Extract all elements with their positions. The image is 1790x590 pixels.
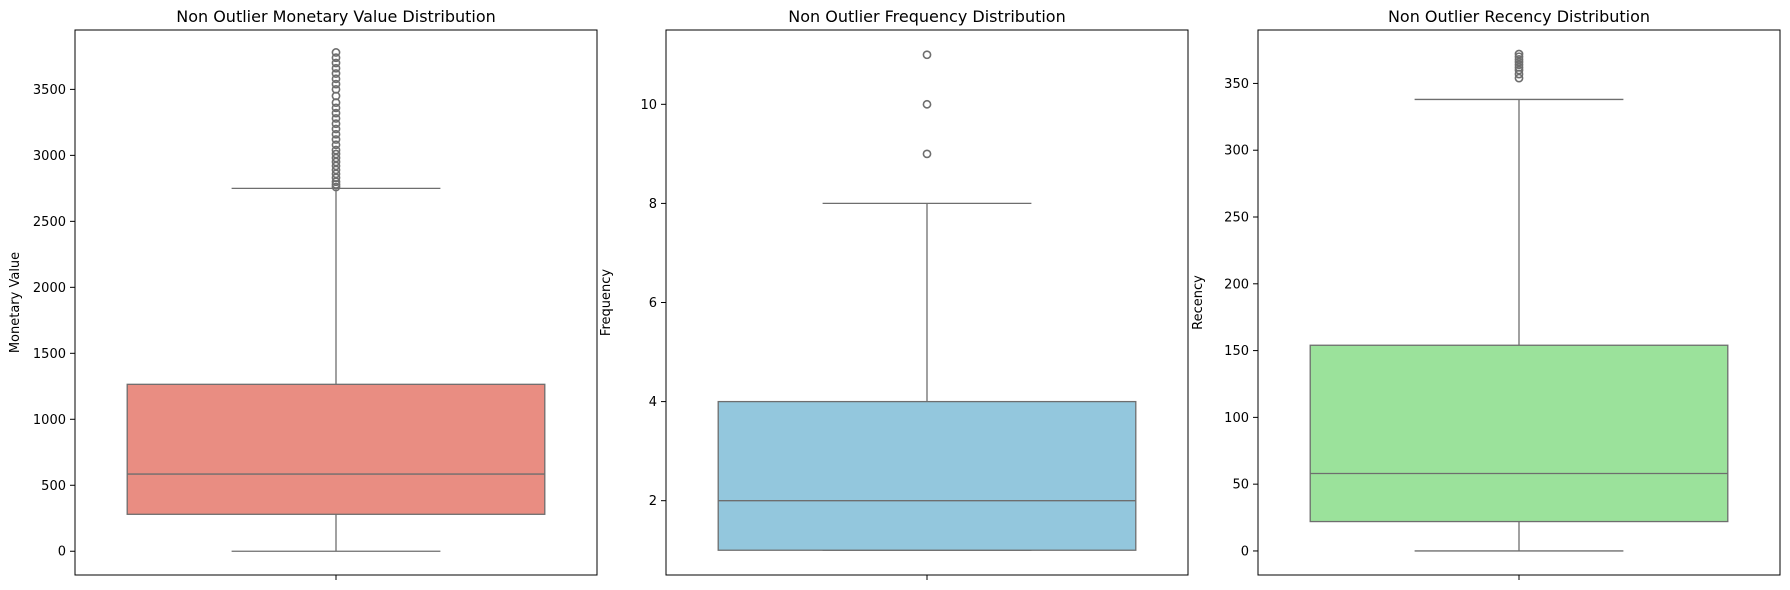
y-tick-label-frequency-1: 4 — [649, 395, 657, 410]
y-tick-label-frequency-3: 8 — [649, 197, 657, 212]
outlier-point-recency-7 — [1514, 52, 1524, 62]
chart-title-monetary: Non Outlier Monetary Value Distribution — [176, 7, 496, 26]
outlier-point-recency-5 — [1514, 57, 1524, 67]
plot-frame-recency — [1257, 29, 1781, 576]
outlier-point-monetary-24 — [331, 69, 341, 78]
outlier-point-recency-8 — [1514, 49, 1524, 59]
outlier-point-monetary-11 — [331, 140, 341, 150]
y-tick-label-frequency-0: 2 — [649, 494, 657, 509]
outlier-point-monetary-21 — [331, 84, 341, 94]
chart-panel-frequency: Non Outlier Frequency Distribution Frequ… — [599, 7, 1189, 580]
y-axis-label-monetary: Monetary Value — [8, 252, 23, 353]
y-axis-label-frequency: Frequency — [599, 269, 614, 336]
y-tick-label-monetary-5: 2500 — [33, 215, 66, 230]
y-tick-label-recency-5: 250 — [1224, 211, 1249, 226]
outlier-point-monetary-22 — [331, 79, 341, 89]
outlier-point-frequency-2 — [922, 50, 932, 60]
outlier-point-monetary-9 — [331, 149, 341, 159]
y-tick-label-monetary-3: 1500 — [33, 347, 66, 362]
y-tick-label-recency-4: 200 — [1224, 277, 1249, 292]
outlier-point-monetary-23 — [331, 74, 341, 84]
outlier-point-recency-6 — [1514, 54, 1524, 64]
iqr-box-monetary — [126, 383, 546, 515]
outlier-point-monetary-25 — [331, 63, 341, 73]
chart-title-frequency: Non Outlier Frequency Distribution — [788, 7, 1065, 26]
outlier-point-monetary-18 — [331, 103, 341, 113]
chart-panel-recency: Non Outlier Recency Distribution Recency… — [1191, 7, 1781, 580]
y-tick-label-recency-2: 100 — [1224, 411, 1249, 426]
outlier-point-monetary-10 — [331, 145, 341, 155]
iqr-box-frequency — [717, 400, 1137, 551]
outlier-point-monetary-13 — [331, 129, 341, 139]
outlier-point-monetary-28 — [331, 48, 341, 57]
outlier-point-monetary-12 — [331, 135, 341, 144]
y-tick-label-monetary-1: 500 — [41, 479, 66, 494]
outlier-point-monetary-0 — [331, 182, 341, 192]
iqr-box-recency — [1309, 344, 1729, 523]
outlier-point-monetary-14 — [331, 124, 341, 134]
outlier-point-monetary-26 — [331, 58, 341, 68]
y-tick-label-monetary-2: 1000 — [33, 413, 66, 428]
outlier-point-monetary-15 — [331, 119, 341, 129]
chart-title-recency: Non Outlier Recency Distribution — [1388, 7, 1650, 26]
y-tick-label-recency-6: 300 — [1224, 144, 1249, 159]
outlier-point-monetary-17 — [331, 108, 341, 118]
outlier-point-recency-2 — [1514, 65, 1524, 75]
outlier-point-frequency-0 — [922, 149, 932, 159]
y-tick-label-recency-1: 50 — [1232, 478, 1249, 493]
y-tick-label-recency-0: 0 — [1241, 544, 1249, 559]
plot-frame-monetary — [74, 29, 598, 576]
outlier-point-recency-4 — [1514, 60, 1524, 70]
plot-frame-frequency — [665, 29, 1189, 576]
outlier-point-recency-3 — [1514, 63, 1524, 72]
y-tick-label-recency-7: 350 — [1224, 77, 1249, 92]
y-axis-label-recency: Recency — [1191, 275, 1206, 330]
y-tick-label-monetary-4: 2000 — [33, 281, 66, 296]
y-tick-label-recency-3: 150 — [1224, 344, 1249, 359]
y-tick-label-monetary-0: 0 — [58, 545, 66, 560]
outlier-point-monetary-27 — [331, 53, 341, 63]
outlier-point-frequency-1 — [922, 99, 932, 109]
y-tick-label-frequency-4: 10 — [640, 98, 657, 113]
outlier-point-monetary-16 — [331, 114, 341, 123]
chart-panel-monetary: Non Outlier Monetary Value Distribution … — [8, 7, 598, 580]
y-tick-label-monetary-7: 3500 — [33, 83, 66, 98]
y-tick-label-frequency-2: 6 — [649, 296, 657, 311]
y-tick-label-monetary-6: 3000 — [33, 149, 66, 164]
outlier-point-recency-0 — [1514, 73, 1524, 83]
